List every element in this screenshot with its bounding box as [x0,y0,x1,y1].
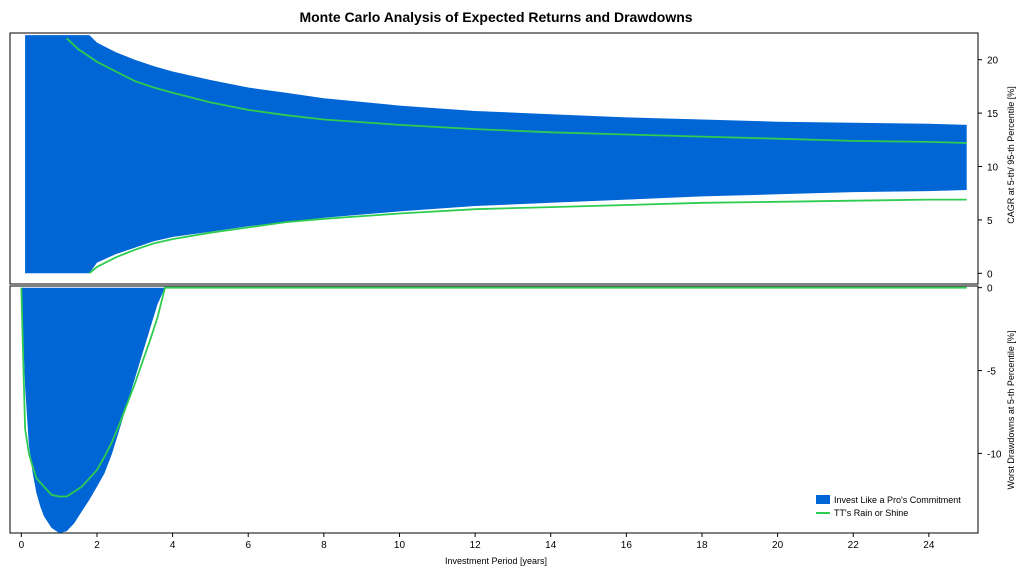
drawdown-panel-frame [9,285,979,534]
cagr-y-tick-label: 20 [987,56,999,67]
x-tick-label: 10 [394,540,406,551]
x-tick-label: 22 [848,540,860,551]
legend-label-line: TT's Rain or Shine [834,508,908,518]
x-tick-label: 16 [621,540,633,551]
drawdown-line-series [20,286,967,498]
legend: Invest Like a Pro's Commitment TT's Rain… [816,495,961,518]
drawdown-y-tick-label: -5 [987,367,996,378]
x-tick-label: 14 [545,540,557,551]
drawdown-y-tick-label: 0 [987,284,993,295]
x-tick-label: 8 [321,540,327,551]
x-axis: 0 2 4 6 8 10 12 14 16 18 20 22 24 [19,533,935,551]
cagr-y-tick-label: 0 [987,269,993,280]
cagr-y-tick-label: 5 [987,216,993,227]
x-tick-label: 12 [470,540,482,551]
drawdown-y-tick-label: -10 [987,449,1002,460]
x-tick-label: 24 [923,540,935,551]
x-tick-label: 4 [170,540,176,551]
x-tick-label: 2 [94,540,100,551]
cagr-panel: 0 5 10 15 20 [9,32,999,285]
x-tick-label: 6 [245,540,251,551]
x-axis-label: Investment Period [years] [445,556,547,566]
cagr-line-series-lower [88,198,967,274]
drawdown-panel: 0 -5 -10 [9,284,1002,534]
x-tick-label: 20 [772,540,784,551]
cagr-line-series-upper [66,37,967,144]
cagr-panel-frame [9,32,979,285]
cagr-band-series [25,35,967,274]
x-tick-label: 18 [696,540,708,551]
legend-label-band: Invest Like a Pro's Commitment [834,495,961,505]
drawdown-area-series [21,287,967,533]
x-tick-label: 0 [19,540,25,551]
legend-swatch-band [816,495,830,504]
cagr-y-tick-label: 15 [987,109,999,120]
chart-title: Monte Carlo Analysis of Expected Returns… [299,9,692,25]
y-axis-label-cagr: CAGR at 5-th/ 95-th Percentile [%] [1006,86,1016,224]
y-axis-label-drawdown: Worst Drawdowns at 5-th Percentile [%] [1006,331,1016,490]
cagr-y-tick-label: 10 [987,163,999,174]
